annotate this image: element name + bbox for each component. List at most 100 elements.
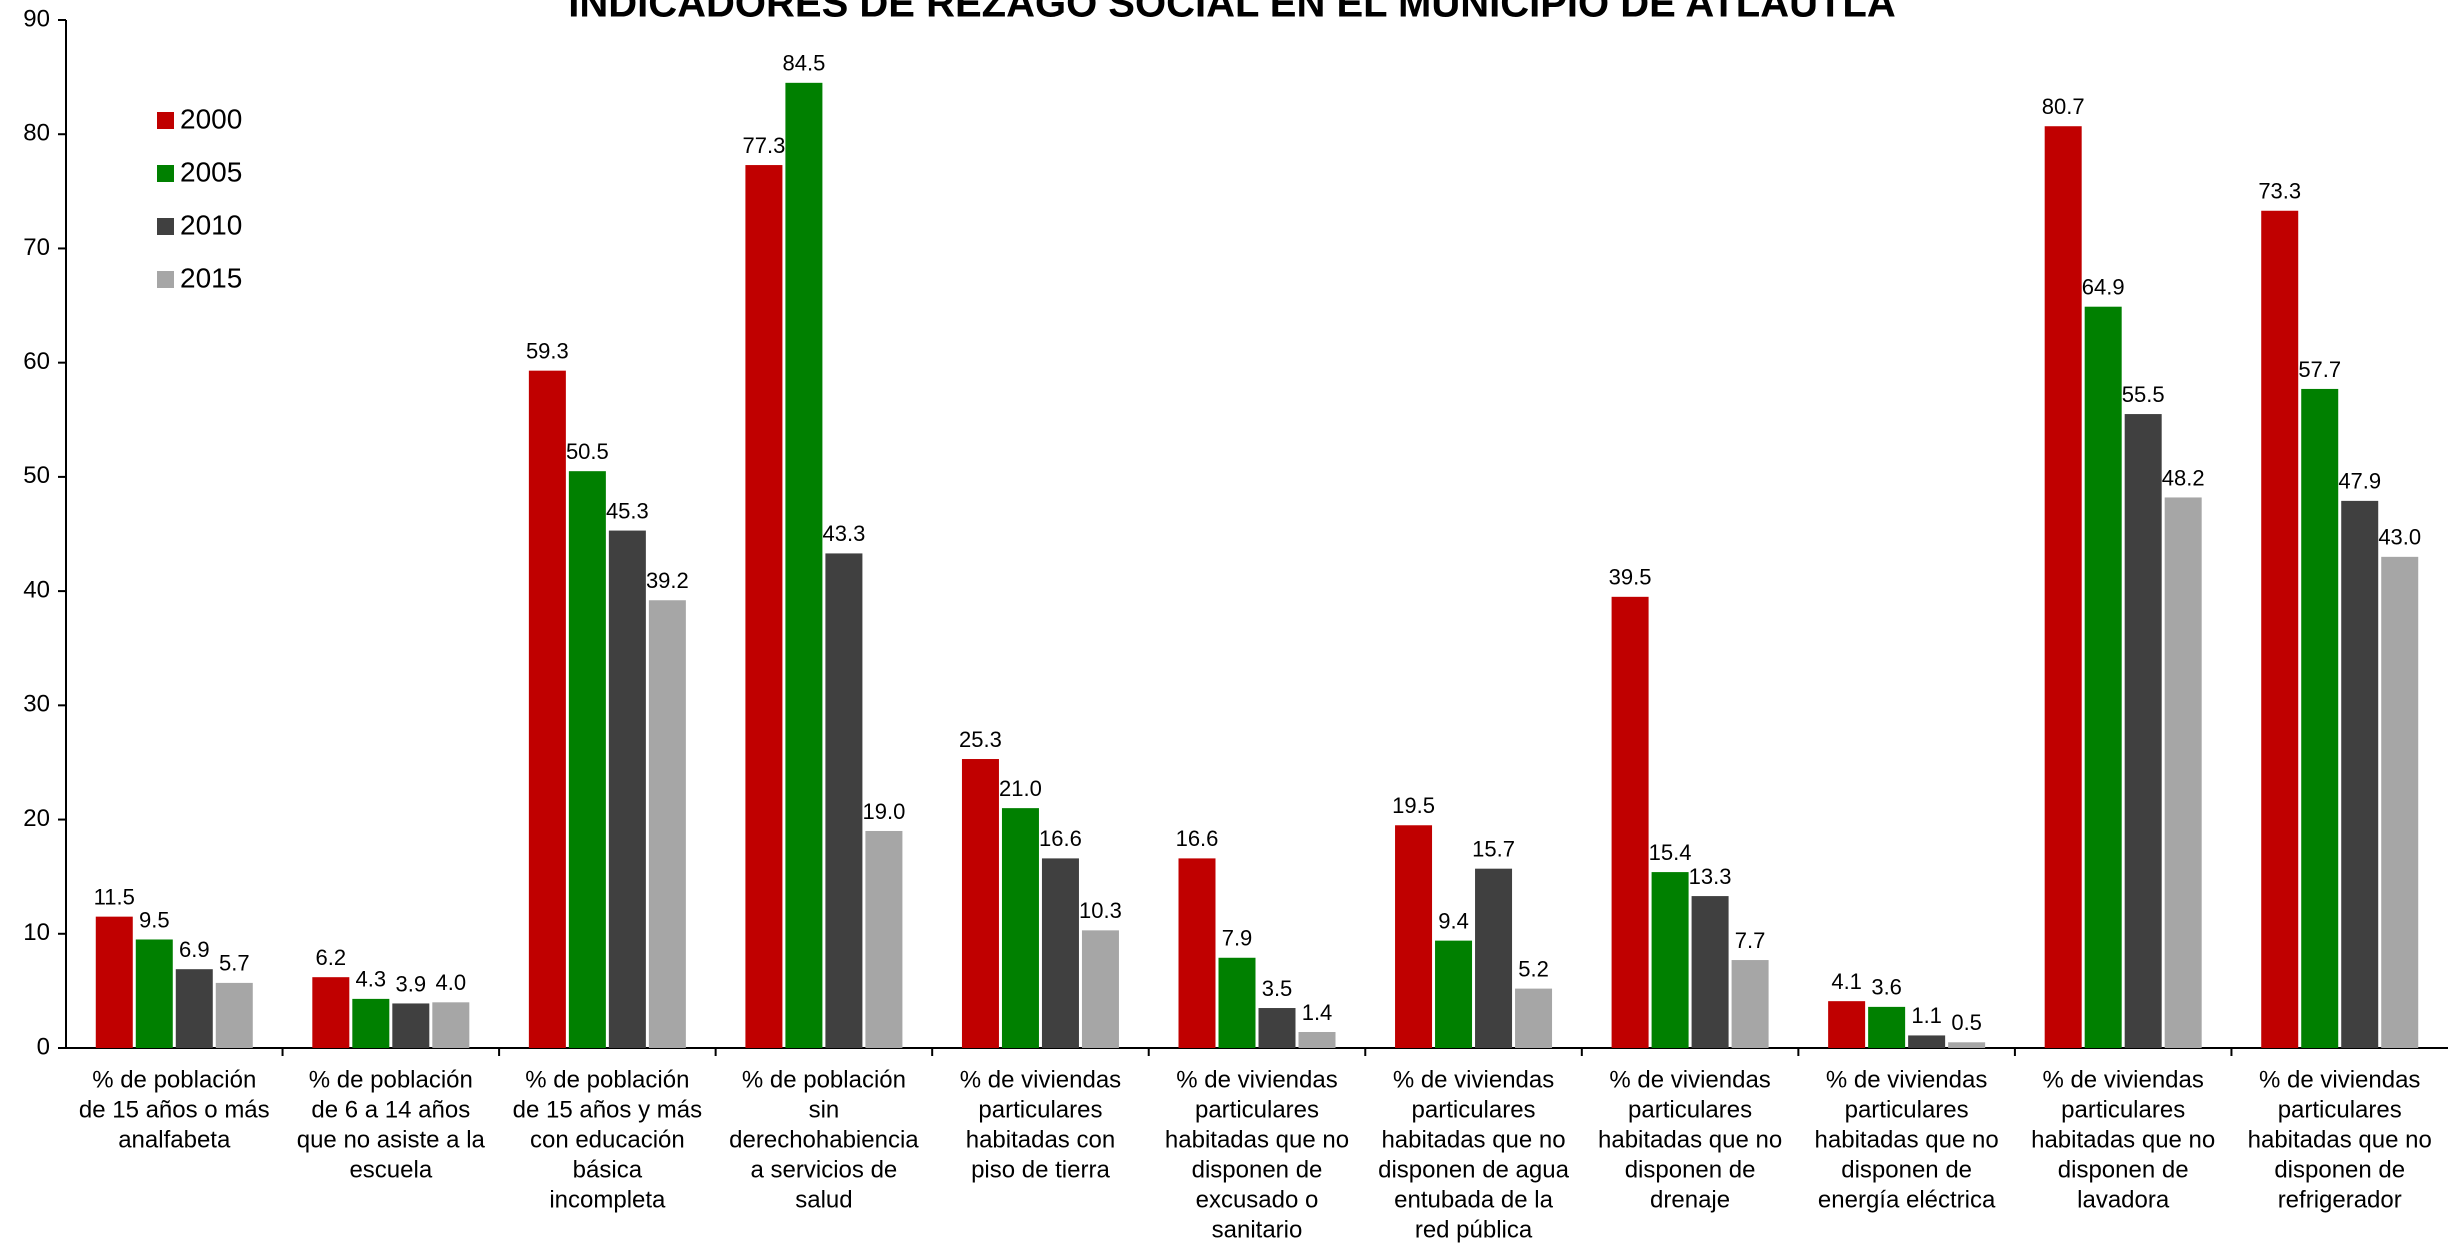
bar xyxy=(1218,957,1256,1048)
bar xyxy=(2084,306,2122,1049)
data-label: 48.2 xyxy=(2162,465,2205,490)
y-tick-label: 30 xyxy=(23,691,50,718)
data-label: 5.7 xyxy=(219,951,250,976)
data-label: 47.9 xyxy=(2338,469,2381,494)
x-tick-label: escuela xyxy=(349,1156,432,1183)
chart-title: INDICADORES DE REZAGO SOCIAL EN EL MUNIC… xyxy=(568,0,1895,26)
y-tick-label: 0 xyxy=(37,1033,50,1060)
data-label: 4.0 xyxy=(436,970,467,995)
x-tick-label: básica xyxy=(573,1156,643,1183)
x-tick-label: % de viviendas xyxy=(1609,1066,1770,1093)
x-tick-label: analfabeta xyxy=(118,1126,231,1153)
bar xyxy=(2261,210,2299,1049)
data-label: 19.0 xyxy=(862,799,905,824)
data-label: 73.3 xyxy=(2258,179,2301,204)
bar xyxy=(1948,1042,1986,1048)
x-tick-label: % de viviendas xyxy=(2259,1066,2420,1093)
data-label: 4.1 xyxy=(1831,969,1862,994)
data-label: 59.3 xyxy=(526,338,569,363)
data-label: 1.4 xyxy=(1302,1000,1333,1025)
x-tick-label: % de población xyxy=(92,1066,256,1093)
bar xyxy=(1651,872,1689,1048)
x-tick-label: % de viviendas xyxy=(960,1066,1121,1093)
x-tick-label: disponen de xyxy=(2058,1156,2189,1183)
data-label: 0.5 xyxy=(1951,1010,1982,1035)
data-label: 39.5 xyxy=(1609,565,1652,590)
data-label: 64.9 xyxy=(2082,275,2125,300)
bar xyxy=(1178,858,1216,1048)
bar xyxy=(2341,500,2379,1048)
x-tick-label: lavadora xyxy=(2077,1186,2170,1213)
legend-label: 2015 xyxy=(180,262,242,293)
x-tick-label: sin xyxy=(809,1096,840,1123)
data-label: 50.5 xyxy=(566,439,609,464)
bar xyxy=(2124,414,2162,1049)
y-tick-label: 60 xyxy=(23,348,50,375)
y-tick-label: 90 xyxy=(23,5,50,32)
data-label: 5.2 xyxy=(1518,956,1549,981)
bar xyxy=(1908,1035,1946,1048)
x-tick-label: derechohabiencia xyxy=(729,1126,919,1153)
bar xyxy=(745,165,783,1048)
bar xyxy=(865,830,903,1048)
bar xyxy=(1515,988,1553,1048)
bar xyxy=(432,1002,470,1048)
x-tick-label: disponen de xyxy=(1192,1156,1323,1183)
x-tick-label: % de viviendas xyxy=(1176,1066,1337,1093)
data-label: 39.2 xyxy=(646,568,689,593)
x-tick-label: refrigerador xyxy=(2278,1186,2402,1213)
y-tick-label: 10 xyxy=(23,919,50,946)
data-label: 3.6 xyxy=(1871,975,1902,1000)
bar xyxy=(352,998,390,1048)
x-tick-label: particulares xyxy=(1845,1096,1969,1123)
bar xyxy=(648,600,686,1048)
bar xyxy=(1611,596,1649,1048)
x-tick-label: disponen de xyxy=(1841,1156,1972,1183)
bar xyxy=(1001,808,1039,1048)
data-label: 43.0 xyxy=(2378,525,2421,550)
data-label: 1.1 xyxy=(1911,1003,1942,1028)
data-label: 19.5 xyxy=(1392,793,1435,818)
bar xyxy=(2164,497,2202,1049)
x-tick-label: disponen de xyxy=(2274,1156,2405,1183)
x-tick-label: de 15 años o más xyxy=(79,1096,270,1123)
legend-swatch xyxy=(157,271,174,288)
x-tick-label: habitadas con xyxy=(966,1126,1115,1153)
data-label: 13.3 xyxy=(1689,864,1732,889)
x-tick-label: salud xyxy=(795,1186,852,1213)
bar xyxy=(2044,126,2082,1048)
data-label: 7.9 xyxy=(1222,926,1253,951)
x-tick-label: habitadas que no xyxy=(1815,1126,1999,1153)
x-tick-label: % de viviendas xyxy=(1826,1066,1987,1093)
bar xyxy=(961,759,999,1048)
bar xyxy=(392,1003,430,1048)
x-tick-label: energía eléctrica xyxy=(1818,1186,1996,1213)
legend-label: 2000 xyxy=(180,103,242,134)
data-label: 43.3 xyxy=(822,521,865,546)
y-tick-label: 20 xyxy=(23,805,50,832)
x-tick-label: habitadas que no xyxy=(1598,1126,1782,1153)
x-tick-label: drenaje xyxy=(1650,1186,1730,1213)
bar xyxy=(1828,1001,1866,1048)
bar xyxy=(95,916,133,1048)
bar xyxy=(608,530,646,1048)
data-label: 80.7 xyxy=(2042,94,2085,119)
data-label: 11.5 xyxy=(94,884,135,909)
bar xyxy=(528,370,566,1048)
data-label: 3.9 xyxy=(396,971,427,996)
x-tick-label: particulares xyxy=(978,1096,1102,1123)
x-tick-label: % de viviendas xyxy=(1393,1066,1554,1093)
y-tick-label: 70 xyxy=(23,234,50,261)
bar xyxy=(215,982,253,1048)
x-tick-label: particulares xyxy=(1628,1096,1752,1123)
bar xyxy=(825,553,863,1048)
x-tick-label: con educación xyxy=(530,1126,685,1153)
x-tick-label: sanitario xyxy=(1212,1216,1303,1243)
x-tick-label: disponen de xyxy=(1625,1156,1756,1183)
x-tick-label: excusado o xyxy=(1196,1186,1319,1213)
data-label: 9.5 xyxy=(139,907,170,932)
x-tick-label: a servicios de xyxy=(751,1156,898,1183)
x-tick-label: % de viviendas xyxy=(2042,1066,2203,1093)
